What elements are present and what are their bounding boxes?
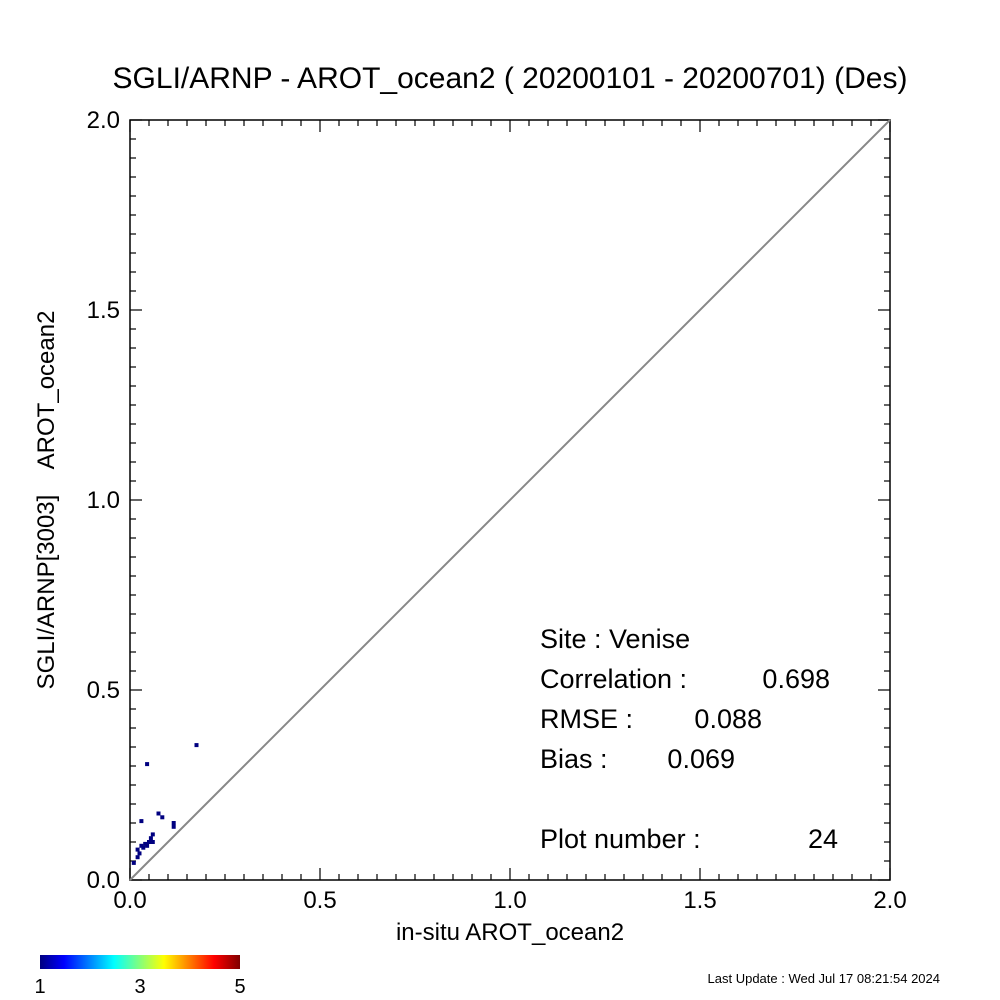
site-label: Site : Venise bbox=[540, 624, 690, 654]
y-axis-label: SGLI/ARNP[3003] AROT_ocean2 bbox=[33, 311, 60, 690]
density-cell bbox=[145, 762, 150, 767]
density-cell bbox=[135, 855, 140, 860]
x-tick-label: 2.0 bbox=[873, 887, 906, 914]
x-tick-labels: 0.0 0.5 1.0 1.5 2.0 bbox=[113, 887, 906, 914]
y-tick-labels: 0.0 0.5 1.0 1.5 2.0 bbox=[87, 107, 120, 894]
density-cell bbox=[160, 815, 165, 820]
density-cell bbox=[171, 821, 176, 825]
density-cell bbox=[156, 811, 161, 816]
colorbar bbox=[40, 955, 240, 969]
density-cell bbox=[147, 840, 151, 844]
correlation-label: Correlation : bbox=[540, 664, 687, 694]
y-tick-label: 0.0 bbox=[87, 867, 120, 894]
density-cell bbox=[131, 860, 136, 865]
density-cells bbox=[131, 743, 199, 865]
density-cell bbox=[145, 843, 150, 848]
rmse-label: RMSE : bbox=[540, 704, 633, 734]
y-tick-label: 0.5 bbox=[87, 677, 120, 704]
x-tick-label: 0.5 bbox=[303, 887, 336, 914]
density-cell bbox=[148, 836, 153, 841]
density-cell bbox=[141, 845, 146, 850]
bias-label: Bias : bbox=[540, 744, 608, 774]
plot-number-label: Plot number : bbox=[540, 824, 701, 854]
axis-ticks bbox=[129, 119, 891, 881]
density-cell bbox=[150, 832, 155, 837]
y-tick-label: 2.0 bbox=[87, 107, 120, 134]
x-tick-label: 1.5 bbox=[683, 887, 716, 914]
y-tick-label: 1.5 bbox=[87, 297, 120, 324]
chart-title: SGLI/ARNP - AROT_ocean2 ( 20200101 - 202… bbox=[113, 62, 908, 95]
colorbar-tick-label: 3 bbox=[134, 976, 145, 998]
x-axis-label: in-situ AROT_ocean2 bbox=[396, 919, 624, 946]
plot-number-value: 24 bbox=[808, 824, 838, 854]
density-cell bbox=[139, 819, 144, 824]
colorbar-tick-label: 5 bbox=[234, 976, 245, 998]
density-cell bbox=[194, 743, 199, 748]
density-cell bbox=[171, 824, 176, 829]
colorbar-tick-label: 1 bbox=[34, 976, 45, 998]
density-cell bbox=[150, 840, 155, 844]
density-cell bbox=[135, 847, 140, 852]
x-tick-label: 0.0 bbox=[113, 887, 146, 914]
correlation-value: 0.698 bbox=[762, 664, 830, 694]
one-to-one-line bbox=[129, 119, 891, 881]
density-cell bbox=[137, 851, 142, 856]
stats-panel: Site : Venise Correlation : 0.698 RMSE :… bbox=[540, 624, 838, 854]
rmse-value: 0.088 bbox=[694, 704, 762, 734]
last-update-text: Last Update : Wed Jul 17 08:21:54 2024 bbox=[708, 971, 940, 986]
x-tick-label: 1.0 bbox=[493, 887, 526, 914]
bias-value: 0.069 bbox=[667, 744, 735, 774]
y-tick-label: 1.0 bbox=[87, 487, 120, 514]
